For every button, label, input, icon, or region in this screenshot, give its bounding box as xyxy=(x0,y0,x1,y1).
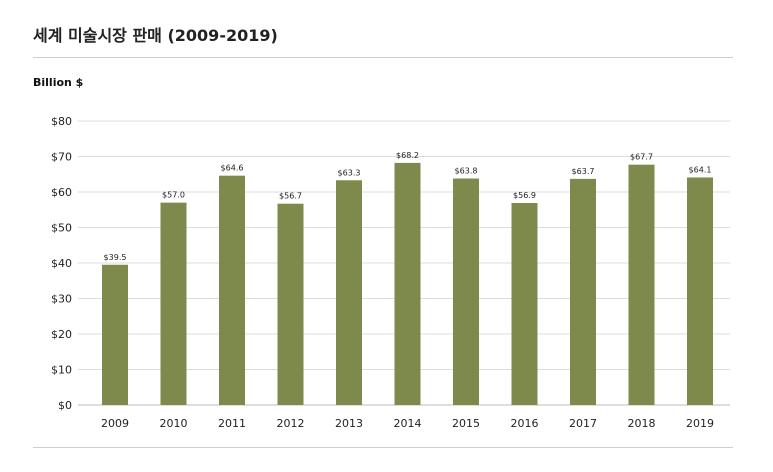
bar-2012 xyxy=(277,203,304,405)
bar-2009 xyxy=(102,264,128,405)
data-label: $64.1 xyxy=(689,165,712,174)
bar-2014 xyxy=(394,162,421,405)
y-axis-unit-label: Billion $ xyxy=(33,76,84,89)
y-tick-label: $10 xyxy=(51,364,72,377)
x-tick-label: 2015 xyxy=(452,417,480,430)
x-tick-label: 2013 xyxy=(335,417,363,430)
title-divider xyxy=(33,57,733,58)
x-tick-label: 2012 xyxy=(277,417,305,430)
y-tick-label: $70 xyxy=(51,151,72,164)
y-tick-label: $60 xyxy=(51,186,72,199)
data-label: $56.9 xyxy=(513,191,536,200)
data-label: $57.0 xyxy=(162,191,185,200)
y-tick-label: $40 xyxy=(51,257,72,270)
bar-2017 xyxy=(570,178,596,405)
chart-title: 세계 미술시장 판매 (2009-2019) xyxy=(33,26,278,45)
y-tick-label: $0 xyxy=(58,399,72,412)
y-tick-label: $80 xyxy=(51,115,72,128)
x-tick-label: 2017 xyxy=(569,417,597,430)
data-label: $56.7 xyxy=(279,192,302,201)
data-label: $39.5 xyxy=(104,253,127,262)
x-tick-label: 2019 xyxy=(686,417,714,430)
x-tick-label: 2011 xyxy=(218,417,246,430)
data-label: $68.2 xyxy=(396,151,419,160)
x-tick-label: 2009 xyxy=(101,417,129,430)
x-tick-label: 2010 xyxy=(160,417,188,430)
data-label: $67.7 xyxy=(630,153,653,162)
bar-2010 xyxy=(160,202,187,405)
data-label: $63.3 xyxy=(338,168,361,177)
data-label: $63.7 xyxy=(572,167,595,176)
y-tick-label: $30 xyxy=(51,293,72,306)
y-tick-label: $20 xyxy=(51,328,72,341)
y-tick-label: $50 xyxy=(51,222,72,235)
x-tick-label: 2016 xyxy=(511,417,539,430)
x-tick-label: 2018 xyxy=(628,417,656,430)
data-label: $64.6 xyxy=(221,164,244,173)
data-label: $63.8 xyxy=(455,167,478,176)
x-tick-label: 2014 xyxy=(394,417,422,430)
bar-2018 xyxy=(628,164,655,405)
bar-2016 xyxy=(511,203,538,405)
bar-2013 xyxy=(336,180,362,405)
bar-2019 xyxy=(687,177,713,405)
bar-2015 xyxy=(453,178,479,405)
bar-2011 xyxy=(219,175,245,405)
footer-divider xyxy=(33,447,733,448)
